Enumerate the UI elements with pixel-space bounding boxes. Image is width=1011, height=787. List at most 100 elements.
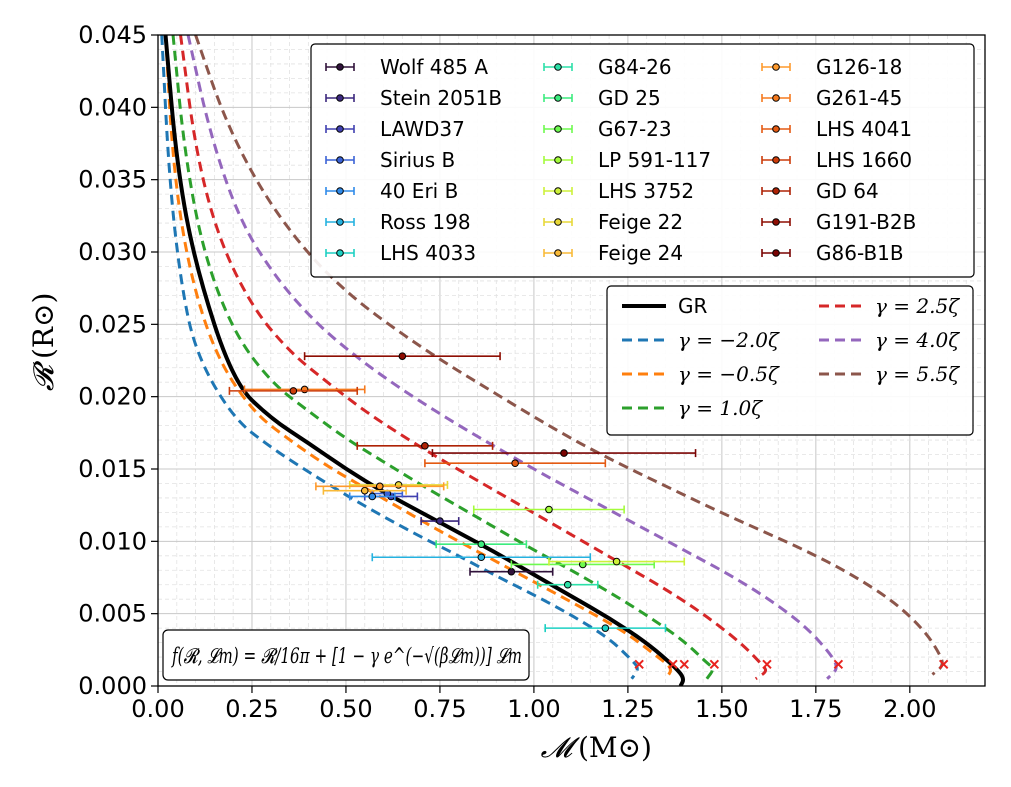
data-point xyxy=(477,540,486,549)
x-tick-label: 1.00 xyxy=(507,695,560,723)
star-legend: Wolf 485 A Stein 2051B LAWD37 Sirius B 40 Er… xyxy=(310,43,975,278)
legend-label: G86-B1B xyxy=(816,241,904,265)
legend-entry-GR: GR xyxy=(622,294,707,318)
legend-label: γ = 4.0ζ xyxy=(875,328,960,352)
legend-marker xyxy=(772,63,780,71)
x-tick-label: 0.75 xyxy=(413,695,466,723)
star-ross-198 xyxy=(371,553,592,562)
data-point xyxy=(477,553,486,562)
white-dwarf-data xyxy=(228,352,697,633)
legend-marker xyxy=(554,218,562,226)
max-mass-marker-gamma_5.5 xyxy=(938,659,949,670)
legend-label: Sirius B xyxy=(380,148,455,172)
legend-marker xyxy=(554,156,562,164)
x-tick-label: 1.25 xyxy=(601,695,654,723)
data-point xyxy=(563,580,572,589)
data-point xyxy=(545,505,553,514)
y-tick-label: 0.015 xyxy=(78,455,147,483)
data-point xyxy=(560,449,568,457)
star-g86-b1b xyxy=(431,449,697,458)
legend-entry-gamma_5.5: γ = 5.5ζ xyxy=(819,362,960,386)
data-point xyxy=(421,442,429,450)
y-tick-label: 0.005 xyxy=(78,600,147,628)
legend-marker xyxy=(336,249,344,257)
legend-entry-g67-23: G67-23 xyxy=(543,117,672,141)
legend-marker xyxy=(554,125,562,133)
star-g261-45 xyxy=(243,385,366,394)
legend-entry-g191-b2b: G191-B2B xyxy=(761,210,916,234)
legend-label: G191-B2B xyxy=(816,210,916,234)
legend-entry-lhs-4041: LHS 4041 xyxy=(761,117,912,141)
legend-marker xyxy=(554,249,562,257)
legend-marker xyxy=(554,187,562,195)
max-mass-markers xyxy=(634,659,949,670)
legend-label: γ = 2.5ζ xyxy=(875,294,960,318)
x-axis-symbol: 𝓜 xyxy=(541,731,581,764)
legend-label: γ = −0.5ζ xyxy=(678,362,780,386)
legend-label: Feige 24 xyxy=(598,241,683,265)
data-point xyxy=(394,481,403,489)
legend-entry-g86-b1b: G86-B1B xyxy=(761,241,904,265)
data-point xyxy=(601,624,610,632)
legend-label: LAWD37 xyxy=(380,117,465,141)
star-lhs-1660 xyxy=(228,386,359,395)
star-g126-18 xyxy=(315,482,445,491)
plot-frame xyxy=(157,34,986,687)
star-gd-64 xyxy=(356,441,494,450)
star-lhs-4041 xyxy=(424,459,607,468)
legend-entry-feige-22: Feige 22 xyxy=(543,210,683,234)
legend-marker xyxy=(336,125,344,133)
legend-entry-lp-591-117: LP 591-117 xyxy=(543,148,711,172)
legend-label: G84-26 xyxy=(598,55,672,79)
legend-marker xyxy=(772,125,780,133)
y-tick-label: 0.040 xyxy=(78,93,147,121)
star-g84-26 xyxy=(536,580,599,589)
curve-gamma_2.5 xyxy=(179,35,768,681)
max-mass-marker-gamma_4.0 xyxy=(833,659,844,670)
y-tick-label: 0.000 xyxy=(78,672,147,700)
formula-text: f(𝓡, 𝓛m) = 𝓡/16π + [1 − γ e^(−√(β𝓛m))] 𝓛… xyxy=(171,644,522,668)
legend-label: Ross 198 xyxy=(380,210,471,234)
star-lhs-3752 xyxy=(548,557,686,566)
legend-label: Wolf 485 A xyxy=(380,55,488,79)
legend-entry-gamma_4.0: γ = 4.0ζ xyxy=(819,328,960,352)
legend-marker xyxy=(336,156,344,164)
x-tick-label: 0.50 xyxy=(319,695,372,723)
legend-entry-gamma_1.0: γ = 1.0ζ xyxy=(622,396,763,420)
star-stein-2051b xyxy=(420,517,460,526)
data-point xyxy=(300,385,309,394)
legend-label: LHS 1660 xyxy=(816,148,912,172)
legend-label: GR xyxy=(678,294,707,318)
legend-marker xyxy=(554,63,562,71)
legend-label: LHS 4041 xyxy=(816,117,912,141)
y-tick-label: 0.010 xyxy=(78,527,147,555)
legend-entry-lhs-1660: LHS 1660 xyxy=(761,148,912,172)
star-lhs-4033 xyxy=(544,624,667,633)
legend-label: LP 591-117 xyxy=(598,148,711,172)
legend-label: Stein 2051B xyxy=(380,86,502,110)
data-point xyxy=(507,567,516,576)
axis-ticks: 0.00 0.25 0.50 0.75 1.00 1.25 1.50 1.75 2.00 0.00… xyxy=(78,21,936,723)
data-point xyxy=(398,352,407,360)
y-tick-label: 0.045 xyxy=(78,21,147,49)
star-40-eri-b xyxy=(348,492,396,501)
legend-entry-g84-26: G84-26 xyxy=(543,55,672,79)
legend-label: γ = −2.0ζ xyxy=(678,328,780,352)
formula-box: f(𝓡, 𝓛m) = 𝓡/16π + [1 − γ e^(−√(β𝓛m))] 𝓛… xyxy=(162,629,530,681)
legend-label: LHS 4033 xyxy=(380,241,476,265)
legend-entry-40-eri-b: 40 Eri B xyxy=(325,179,458,203)
data-point xyxy=(289,387,298,395)
legend-entry-lhs-3752: LHS 3752 xyxy=(543,179,694,203)
max-mass-marker-GR xyxy=(679,659,689,670)
curve-gamma_-2.0 xyxy=(160,35,639,680)
y-tick-label: 0.020 xyxy=(78,383,147,411)
x-tick-label: 2.00 xyxy=(883,695,936,723)
legend-entry-feige-24: Feige 24 xyxy=(543,241,683,265)
data-point xyxy=(436,517,444,525)
x-axis-label: 𝓜 (M⊙) xyxy=(541,731,652,764)
y-axis-symbol: 𝓡 xyxy=(27,360,60,391)
legend-label: GD 64 xyxy=(816,179,879,203)
legend-entry-sirius-b: Sirius B xyxy=(325,148,455,172)
x-tick-label: 0.00 xyxy=(131,695,184,723)
legend-entry-gamma_-2.0: γ = −2.0ζ xyxy=(622,328,780,352)
